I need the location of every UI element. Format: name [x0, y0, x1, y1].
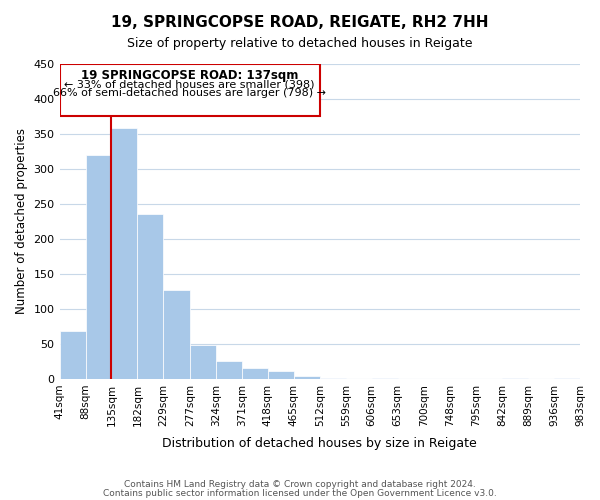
Text: Contains public sector information licensed under the Open Government Licence v3: Contains public sector information licen… [103, 488, 497, 498]
Text: ← 33% of detached houses are smaller (398): ← 33% of detached houses are smaller (39… [64, 80, 315, 90]
Bar [554, 378, 580, 379]
Bar [320, 378, 346, 379]
Text: 19, SPRINGCOPSE ROAD, REIGATE, RH2 7HH: 19, SPRINGCOPSE ROAD, REIGATE, RH2 7HH [111, 15, 489, 30]
Bar [163, 290, 190, 379]
Text: Contains HM Land Registry data © Crown copyright and database right 2024.: Contains HM Land Registry data © Crown c… [124, 480, 476, 489]
Bar [59, 332, 86, 379]
X-axis label: Distribution of detached houses by size in Reigate: Distribution of detached houses by size … [163, 437, 477, 450]
Bar [216, 362, 242, 379]
Text: Size of property relative to detached houses in Reigate: Size of property relative to detached ho… [127, 38, 473, 51]
Text: 66% of semi-detached houses are larger (798) →: 66% of semi-detached houses are larger (… [53, 88, 326, 99]
Bar [502, 378, 528, 379]
Bar [268, 370, 294, 379]
Bar [112, 128, 137, 379]
Text: 19 SPRINGCOPSE ROAD: 137sqm: 19 SPRINGCOPSE ROAD: 137sqm [81, 69, 298, 82]
Bar [190, 344, 216, 379]
Bar [86, 155, 112, 379]
Bar [137, 214, 163, 379]
Bar [242, 368, 268, 379]
Y-axis label: Number of detached properties: Number of detached properties [15, 128, 28, 314]
Bar [294, 376, 320, 379]
FancyBboxPatch shape [59, 64, 320, 116]
Bar [372, 378, 398, 379]
